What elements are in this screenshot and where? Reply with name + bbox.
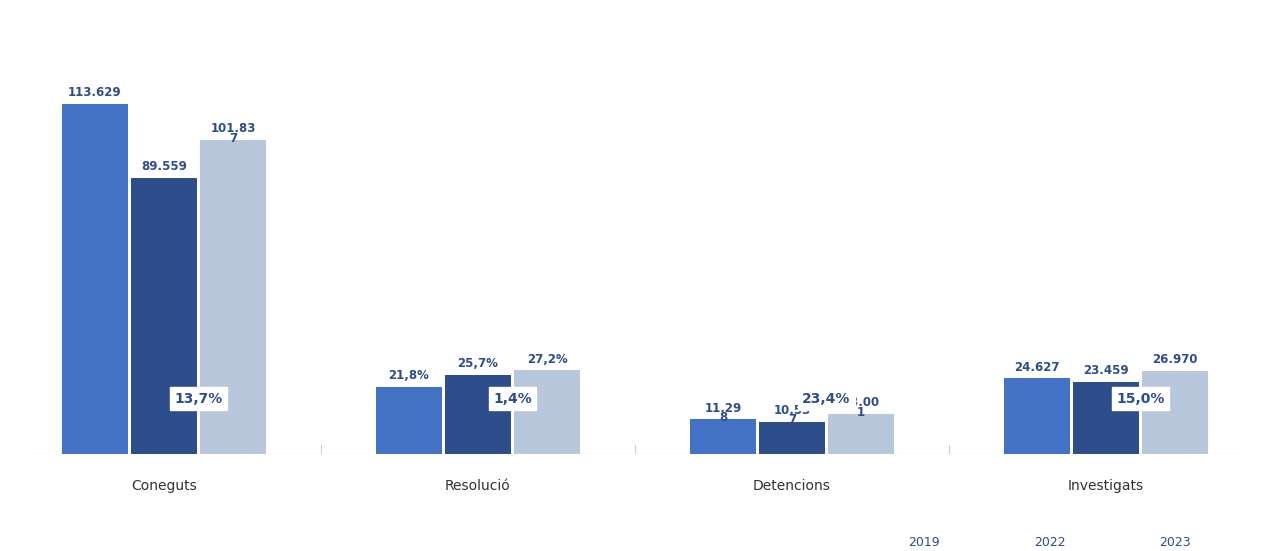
Text: 26.970: 26.970 xyxy=(1152,353,1198,366)
Text: 2022: 2022 xyxy=(1034,536,1066,549)
Text: 23,4%: 23,4% xyxy=(803,392,851,406)
Text: 8: 8 xyxy=(719,411,726,424)
Bar xyxy=(759,422,826,454)
Text: Resolució: Resolució xyxy=(444,479,511,493)
Text: 7: 7 xyxy=(787,413,796,426)
Text: Investigats: Investigats xyxy=(1068,479,1144,493)
Text: 10.53: 10.53 xyxy=(773,404,810,417)
Bar xyxy=(201,140,265,454)
Bar xyxy=(444,375,511,454)
Text: 25,7%: 25,7% xyxy=(457,357,498,370)
Text: 1,4%: 1,4% xyxy=(493,392,532,406)
Text: 2019: 2019 xyxy=(908,536,940,549)
Text: 1: 1 xyxy=(857,406,865,419)
Text: Detencions: Detencions xyxy=(753,479,831,493)
Text: 13.00: 13.00 xyxy=(842,396,880,409)
FancyBboxPatch shape xyxy=(1027,534,1241,550)
FancyBboxPatch shape xyxy=(902,534,1115,550)
Text: 11.29: 11.29 xyxy=(705,402,742,415)
Bar xyxy=(1005,378,1069,454)
Text: 23.459: 23.459 xyxy=(1083,364,1129,377)
Text: 24.627: 24.627 xyxy=(1015,360,1059,374)
Bar xyxy=(690,419,756,454)
Text: 101.83: 101.83 xyxy=(211,122,255,136)
Text: 21,8%: 21,8% xyxy=(389,369,429,382)
Text: 15,0%: 15,0% xyxy=(1116,392,1165,406)
Bar xyxy=(62,104,128,454)
FancyBboxPatch shape xyxy=(776,534,989,550)
Bar xyxy=(131,178,197,454)
Bar xyxy=(828,414,894,454)
Bar xyxy=(1142,371,1208,454)
Text: 7: 7 xyxy=(229,132,237,145)
Bar xyxy=(1073,382,1139,454)
Text: 89.559: 89.559 xyxy=(141,160,187,174)
Text: Coneguts: Coneguts xyxy=(131,479,197,493)
Text: 27,2%: 27,2% xyxy=(527,353,568,366)
Bar xyxy=(514,370,580,454)
Text: 2023: 2023 xyxy=(1160,536,1191,549)
Bar xyxy=(376,387,442,454)
Text: 13,7%: 13,7% xyxy=(174,392,222,406)
Text: 113.629: 113.629 xyxy=(69,86,122,99)
